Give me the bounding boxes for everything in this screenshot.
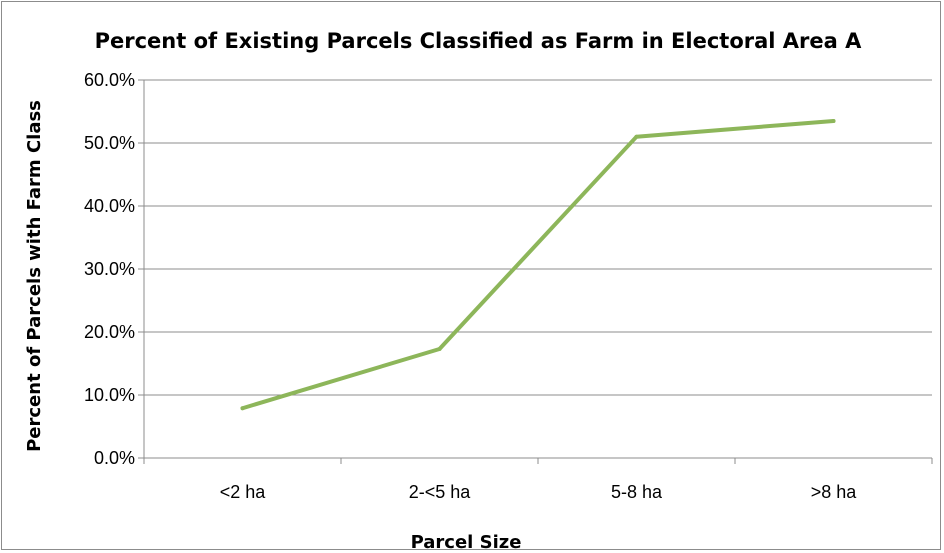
- y-tick-label: 60.0%: [84, 70, 135, 90]
- data-point: [240, 406, 245, 411]
- y-tick-label: 0.0%: [94, 448, 135, 468]
- y-tick-label: 50.0%: [84, 133, 135, 153]
- series-line: [240, 118, 836, 411]
- x-tick-label: <2 ha: [220, 482, 267, 502]
- data-point: [634, 134, 639, 139]
- x-tick-label: 5-8 ha: [611, 482, 663, 502]
- y-tick-labels: 0.0% 10.0% 20.0% 30.0% 40.0% 50.0% 60.0%: [84, 70, 135, 468]
- chart-title: Percent of Existing Parcels Classified a…: [95, 29, 863, 53]
- x-axis-title: Parcel Size: [411, 532, 522, 553]
- y-tick-label: 30.0%: [84, 259, 135, 279]
- y-tick-label: 20.0%: [84, 322, 135, 342]
- x-tick-label: >8 ha: [811, 482, 858, 502]
- y-tick-label: 10.0%: [84, 385, 135, 405]
- x-tick-labels: <2 ha 2-<5 ha 5-8 ha >8 ha: [220, 482, 858, 502]
- data-point: [831, 118, 836, 123]
- series-group: [240, 118, 836, 411]
- grid-lines: [144, 79, 932, 396]
- y-axis-title: Percent of Parcels with Farm Class: [24, 100, 45, 452]
- x-tick-label: 2-<5 ha: [409, 482, 472, 502]
- y-tick-label: 40.0%: [84, 196, 135, 216]
- axes: [138, 79, 933, 464]
- data-point: [437, 347, 442, 352]
